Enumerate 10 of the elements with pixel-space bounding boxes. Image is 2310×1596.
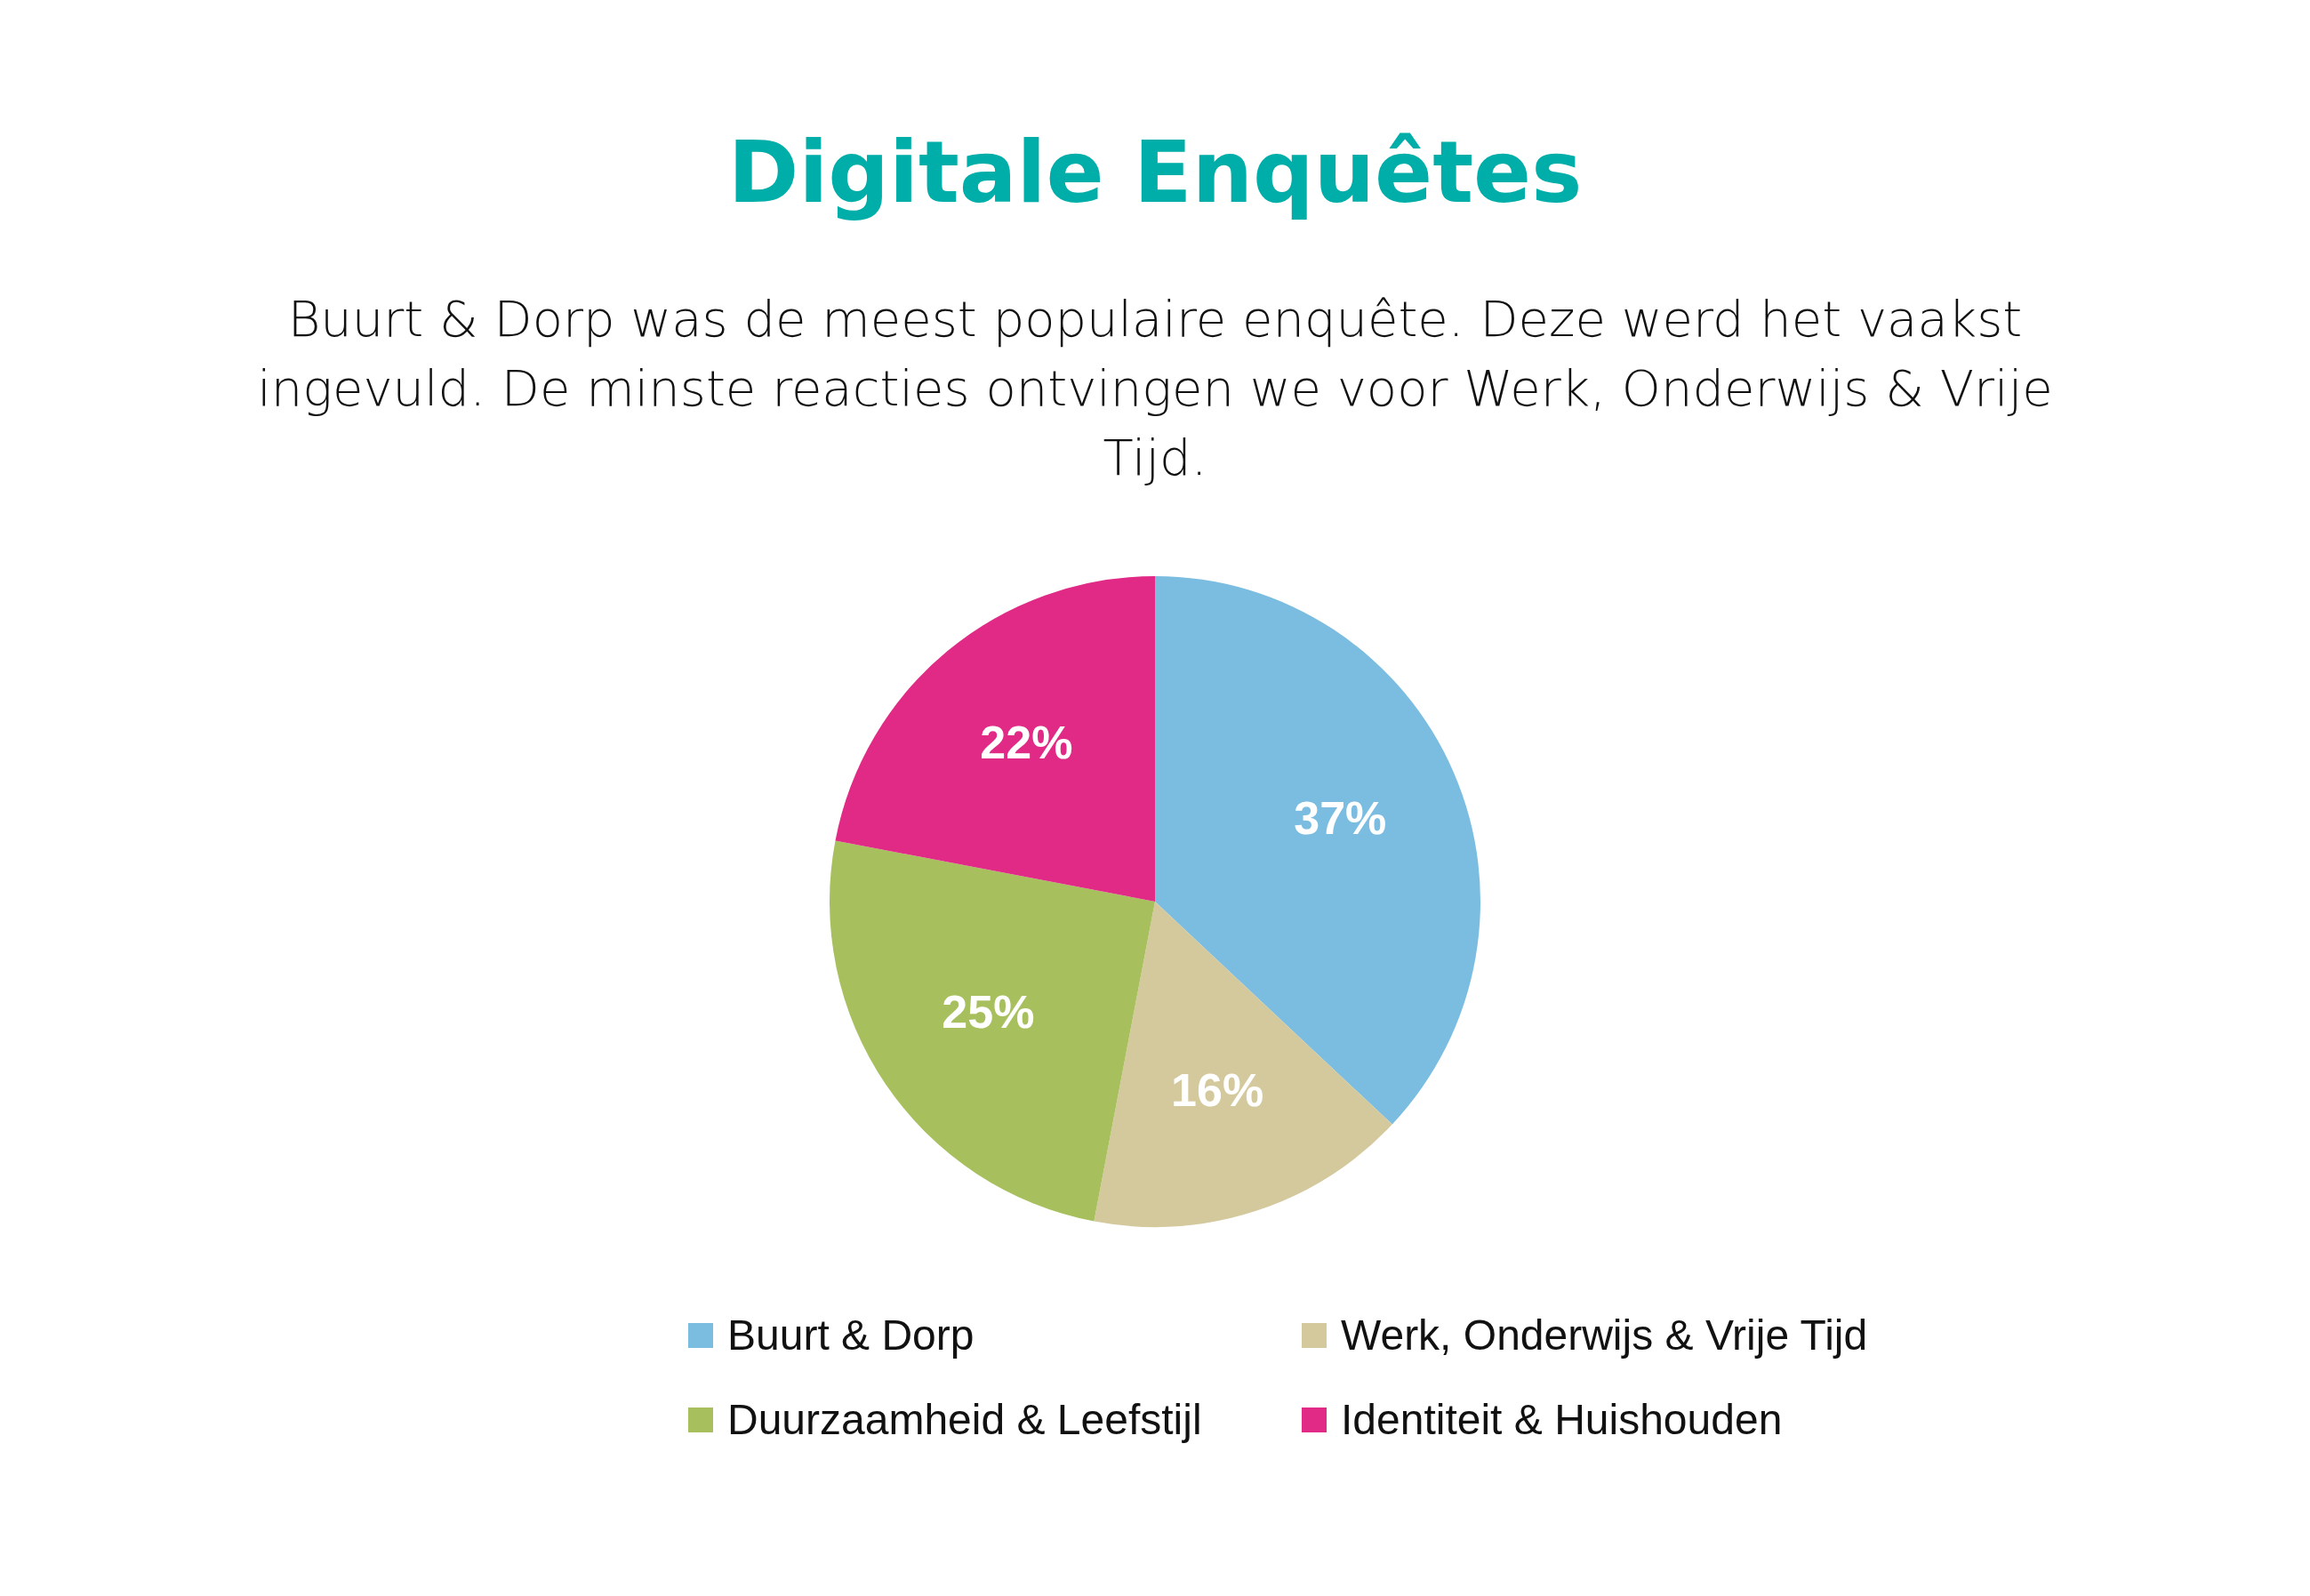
data-label: 37% [1294, 792, 1387, 845]
chart-subtitle: Buurt & Dorp was de meest populaire enquête. Deze werd het vaakst ingevuld. De minste reacties ontvingen we voor Werk, Onderwijs & Vrije Tijd. [256, 289, 2054, 488]
legend-label: Buurt & Dorp [727, 1311, 975, 1359]
legend-label: Identiteit & Huishouden [1341, 1395, 1783, 1444]
data-label: 16% [1171, 1064, 1264, 1117]
legend-label: Duurzaamheid & Leefstijl [727, 1395, 1202, 1444]
data-label: 22% [980, 717, 1073, 769]
legend-label: Werk, Onderwijs & Vrije Tijd [1341, 1311, 1868, 1359]
data-label: 25% [942, 985, 1035, 1038]
chart-title: Digitale Enquêtes [727, 123, 1583, 222]
